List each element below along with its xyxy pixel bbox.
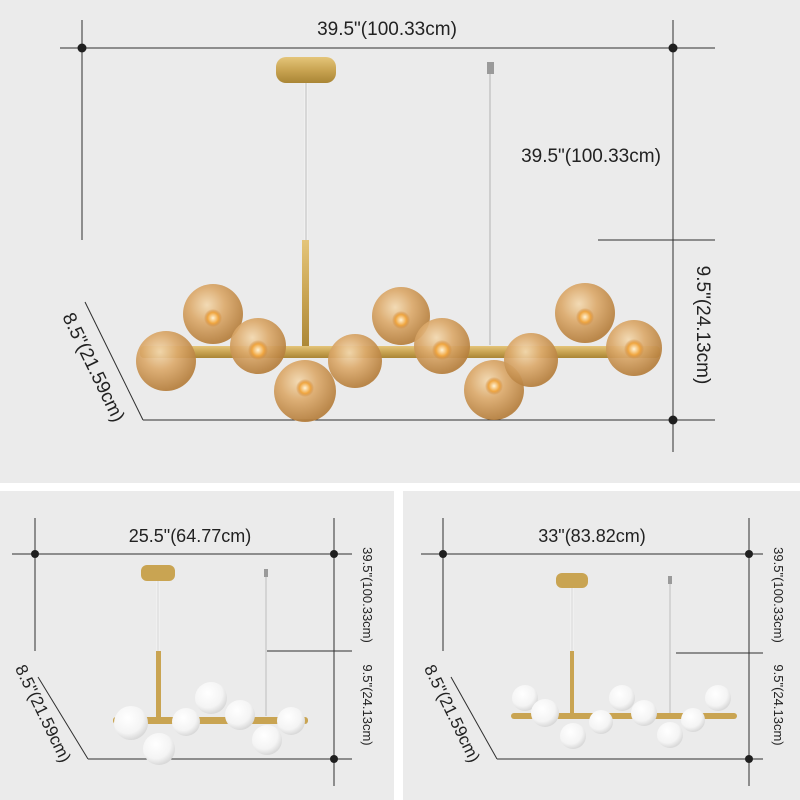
dimension-dot <box>439 550 447 558</box>
product-image-amber-chandelier: 39.5"(100.33cm) 39.5"(100.33cm) 9.5"(24.… <box>0 0 800 483</box>
cable-clamp <box>668 576 672 584</box>
height-label: 39.5"(100.33cm) <box>521 146 661 167</box>
width-label: 33"(83.82cm) <box>538 526 645 546</box>
drop-label: 9.5"(24.13cm) <box>360 664 375 745</box>
cable-clamp <box>487 62 494 74</box>
white-small-chandelier-diagram: 25.5"(64.77cm) 39.5"(100.33cm) 9.5"(24.1… <box>11 518 375 786</box>
bulb <box>432 340 452 360</box>
height-label: 39.5"(100.33cm) <box>771 547 786 643</box>
bulbs <box>204 308 644 397</box>
depth-label: 8.5"(21.59cm) <box>420 662 484 766</box>
dimension-dot <box>668 43 678 53</box>
bulb <box>624 339 644 359</box>
depth-label: 8.5"(21.59cm) <box>11 662 75 766</box>
product-image-white-small-chandelier: 25.5"(64.77cm) 39.5"(100.33cm) 9.5"(24.1… <box>0 491 394 800</box>
amber-chandelier-diagram: 39.5"(100.33cm) 39.5"(100.33cm) 9.5"(24.… <box>57 19 715 452</box>
horizontal-bar <box>511 713 737 719</box>
dimension-dot <box>330 550 338 558</box>
width-label: 39.5"(100.33cm) <box>317 19 457 40</box>
amber-globe <box>504 333 558 387</box>
white-globe <box>143 733 175 765</box>
bulb <box>296 379 314 397</box>
drop-label: 9.5"(24.13cm) <box>692 266 713 385</box>
drop-label: 9.5"(24.13cm) <box>771 664 786 745</box>
downrod <box>302 240 309 352</box>
white-globe <box>172 708 200 736</box>
cable-clamp <box>264 569 268 577</box>
bulb <box>485 377 503 395</box>
dimension-lines <box>60 20 715 452</box>
dimension-dot <box>77 43 87 53</box>
white-globe <box>657 722 683 748</box>
white-globe <box>681 708 705 732</box>
white-globe <box>195 682 227 714</box>
white-globe <box>252 725 282 755</box>
white-globe <box>705 685 731 711</box>
amber-chandelier <box>136 57 662 422</box>
dimension-lines <box>421 518 763 786</box>
dimension-dot <box>668 415 678 425</box>
dimension-dot <box>745 550 753 558</box>
ceiling-canopy <box>556 573 588 588</box>
height-label: 39.5"(100.33cm) <box>360 547 375 643</box>
white-globe <box>277 707 305 735</box>
horizontal-bar <box>113 717 308 724</box>
dimension-dot <box>330 755 338 763</box>
dimension-dot <box>745 755 753 763</box>
white-globe <box>589 710 613 734</box>
bulb <box>248 340 268 360</box>
white-medium-chandelier <box>511 573 737 749</box>
white-globe <box>531 699 559 727</box>
bulb <box>576 308 594 326</box>
amber-globe <box>328 334 382 388</box>
dimension-lines <box>12 518 352 786</box>
white-small-chandelier <box>113 565 308 765</box>
white-globes <box>114 682 305 765</box>
width-label: 25.5"(64.77cm) <box>129 526 251 546</box>
white-globe <box>560 723 586 749</box>
ceiling-canopy <box>141 565 175 581</box>
dimension-dot <box>31 550 39 558</box>
white-globe <box>609 685 635 711</box>
downrod <box>570 651 574 717</box>
white-globe <box>631 700 657 726</box>
horizontal-bar <box>140 346 660 358</box>
white-globes <box>512 685 731 749</box>
white-medium-chandelier-diagram: 33"(83.82cm) 39.5"(100.33cm) 9.5"(24.13c… <box>420 518 786 786</box>
downrod <box>156 651 161 721</box>
white-globe <box>225 700 255 730</box>
product-image-white-medium-chandelier: 33"(83.82cm) 39.5"(100.33cm) 9.5"(24.13c… <box>403 491 800 800</box>
amber-globe <box>136 331 196 391</box>
white-globe <box>512 685 538 711</box>
bulb <box>392 311 410 329</box>
bulb <box>204 309 222 327</box>
ceiling-canopy <box>276 57 336 83</box>
white-globe <box>114 706 148 740</box>
